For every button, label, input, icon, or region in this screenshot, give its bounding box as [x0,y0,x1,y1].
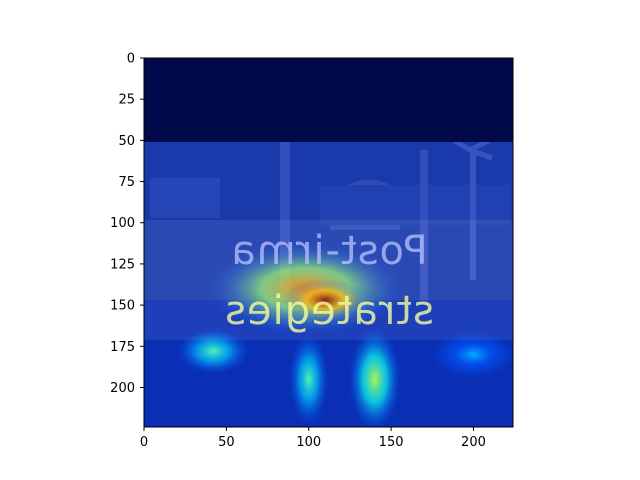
heat-hotspot [288,333,329,426]
y-tick-label: 200 [110,381,135,396]
heat-hotspot [282,278,369,322]
x-tick-label: 0 [140,435,148,450]
text-band [144,220,513,340]
heat-hotspot [432,331,513,378]
y-tick-label: 125 [110,257,135,272]
heat-layer [176,242,513,427]
x-tick-label: 50 [218,435,235,450]
dark-top-region [144,58,513,142]
y-axis: 0 25 50 75 100 125 150 175 200 [110,52,144,396]
y-tick-label: 25 [118,93,135,108]
mirrored-text-line-2: strategies [224,288,434,334]
y-tick-label: 0 [127,52,135,67]
mirrored-text-line-1: Post-irma [230,228,427,274]
y-tick-label: 150 [110,299,135,314]
heatmap-image: Post-irma strategies [144,58,513,427]
x-tick-label: 150 [379,435,404,450]
x-tick-label: 100 [296,435,321,450]
x-axis: 0 50 100 150 200 [140,427,486,450]
heat-hotspot [348,326,401,427]
heat-hotspot [176,328,250,375]
axes-frame [143,57,514,428]
background-photo [144,132,513,300]
y-tick-label: 75 [118,175,135,190]
y-tick-label: 175 [110,340,135,355]
x-tick-label: 200 [461,435,486,450]
y-tick-label: 100 [110,216,135,231]
y-tick-label: 50 [118,134,135,149]
